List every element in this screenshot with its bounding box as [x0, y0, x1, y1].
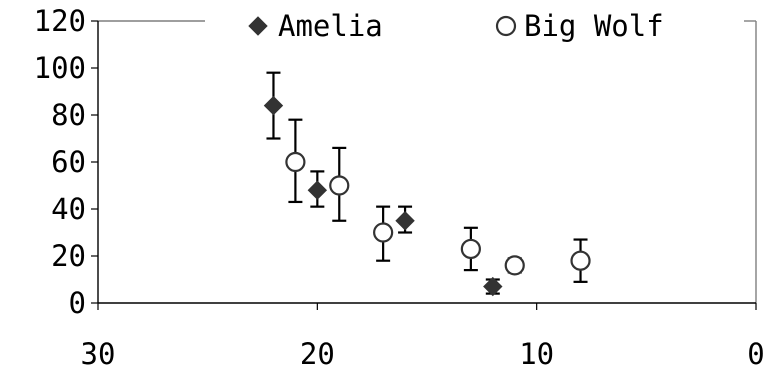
legend-marker-big-wolf	[495, 15, 517, 37]
big-wolf-point	[460, 238, 481, 260]
big-wolf-point	[285, 151, 306, 173]
legend: Amelia Big Wolf	[248, 9, 664, 43]
data-markers	[263, 95, 591, 297]
y-tick-label: 60	[51, 145, 86, 179]
x-tick-label: 30	[81, 337, 116, 371]
big-wolf-point	[504, 255, 525, 276]
x-tick-label: 0	[747, 337, 764, 371]
big-wolf-point	[373, 222, 394, 243]
legend-marker-amelia	[248, 16, 268, 36]
amelia-point	[307, 180, 328, 200]
y-tick-label: 80	[51, 98, 86, 132]
x-tick-label: 20	[300, 337, 335, 371]
big-wolf-point	[329, 175, 350, 196]
y-tick-label: 100	[34, 51, 86, 85]
big-wolf-point	[570, 250, 591, 271]
plot-frame	[98, 20, 757, 303]
legend-entry-amelia: Amelia	[248, 9, 383, 43]
legend-entry-big-wolf: Big Wolf	[495, 9, 664, 43]
y-tick-label: 40	[51, 192, 86, 226]
amelia-point	[395, 211, 415, 231]
y-tick-label: 120	[34, 4, 86, 38]
legend-label-amelia: Amelia	[278, 9, 383, 43]
y-tick-label: 0	[69, 286, 86, 320]
x-tick-label: 10	[519, 337, 554, 371]
error-bars	[266, 71, 588, 295]
legend-label-big-wolf: Big Wolf	[524, 9, 664, 43]
y-tick-label: 20	[51, 239, 86, 273]
amelia-point	[263, 95, 284, 116]
amelia-point	[483, 276, 503, 297]
